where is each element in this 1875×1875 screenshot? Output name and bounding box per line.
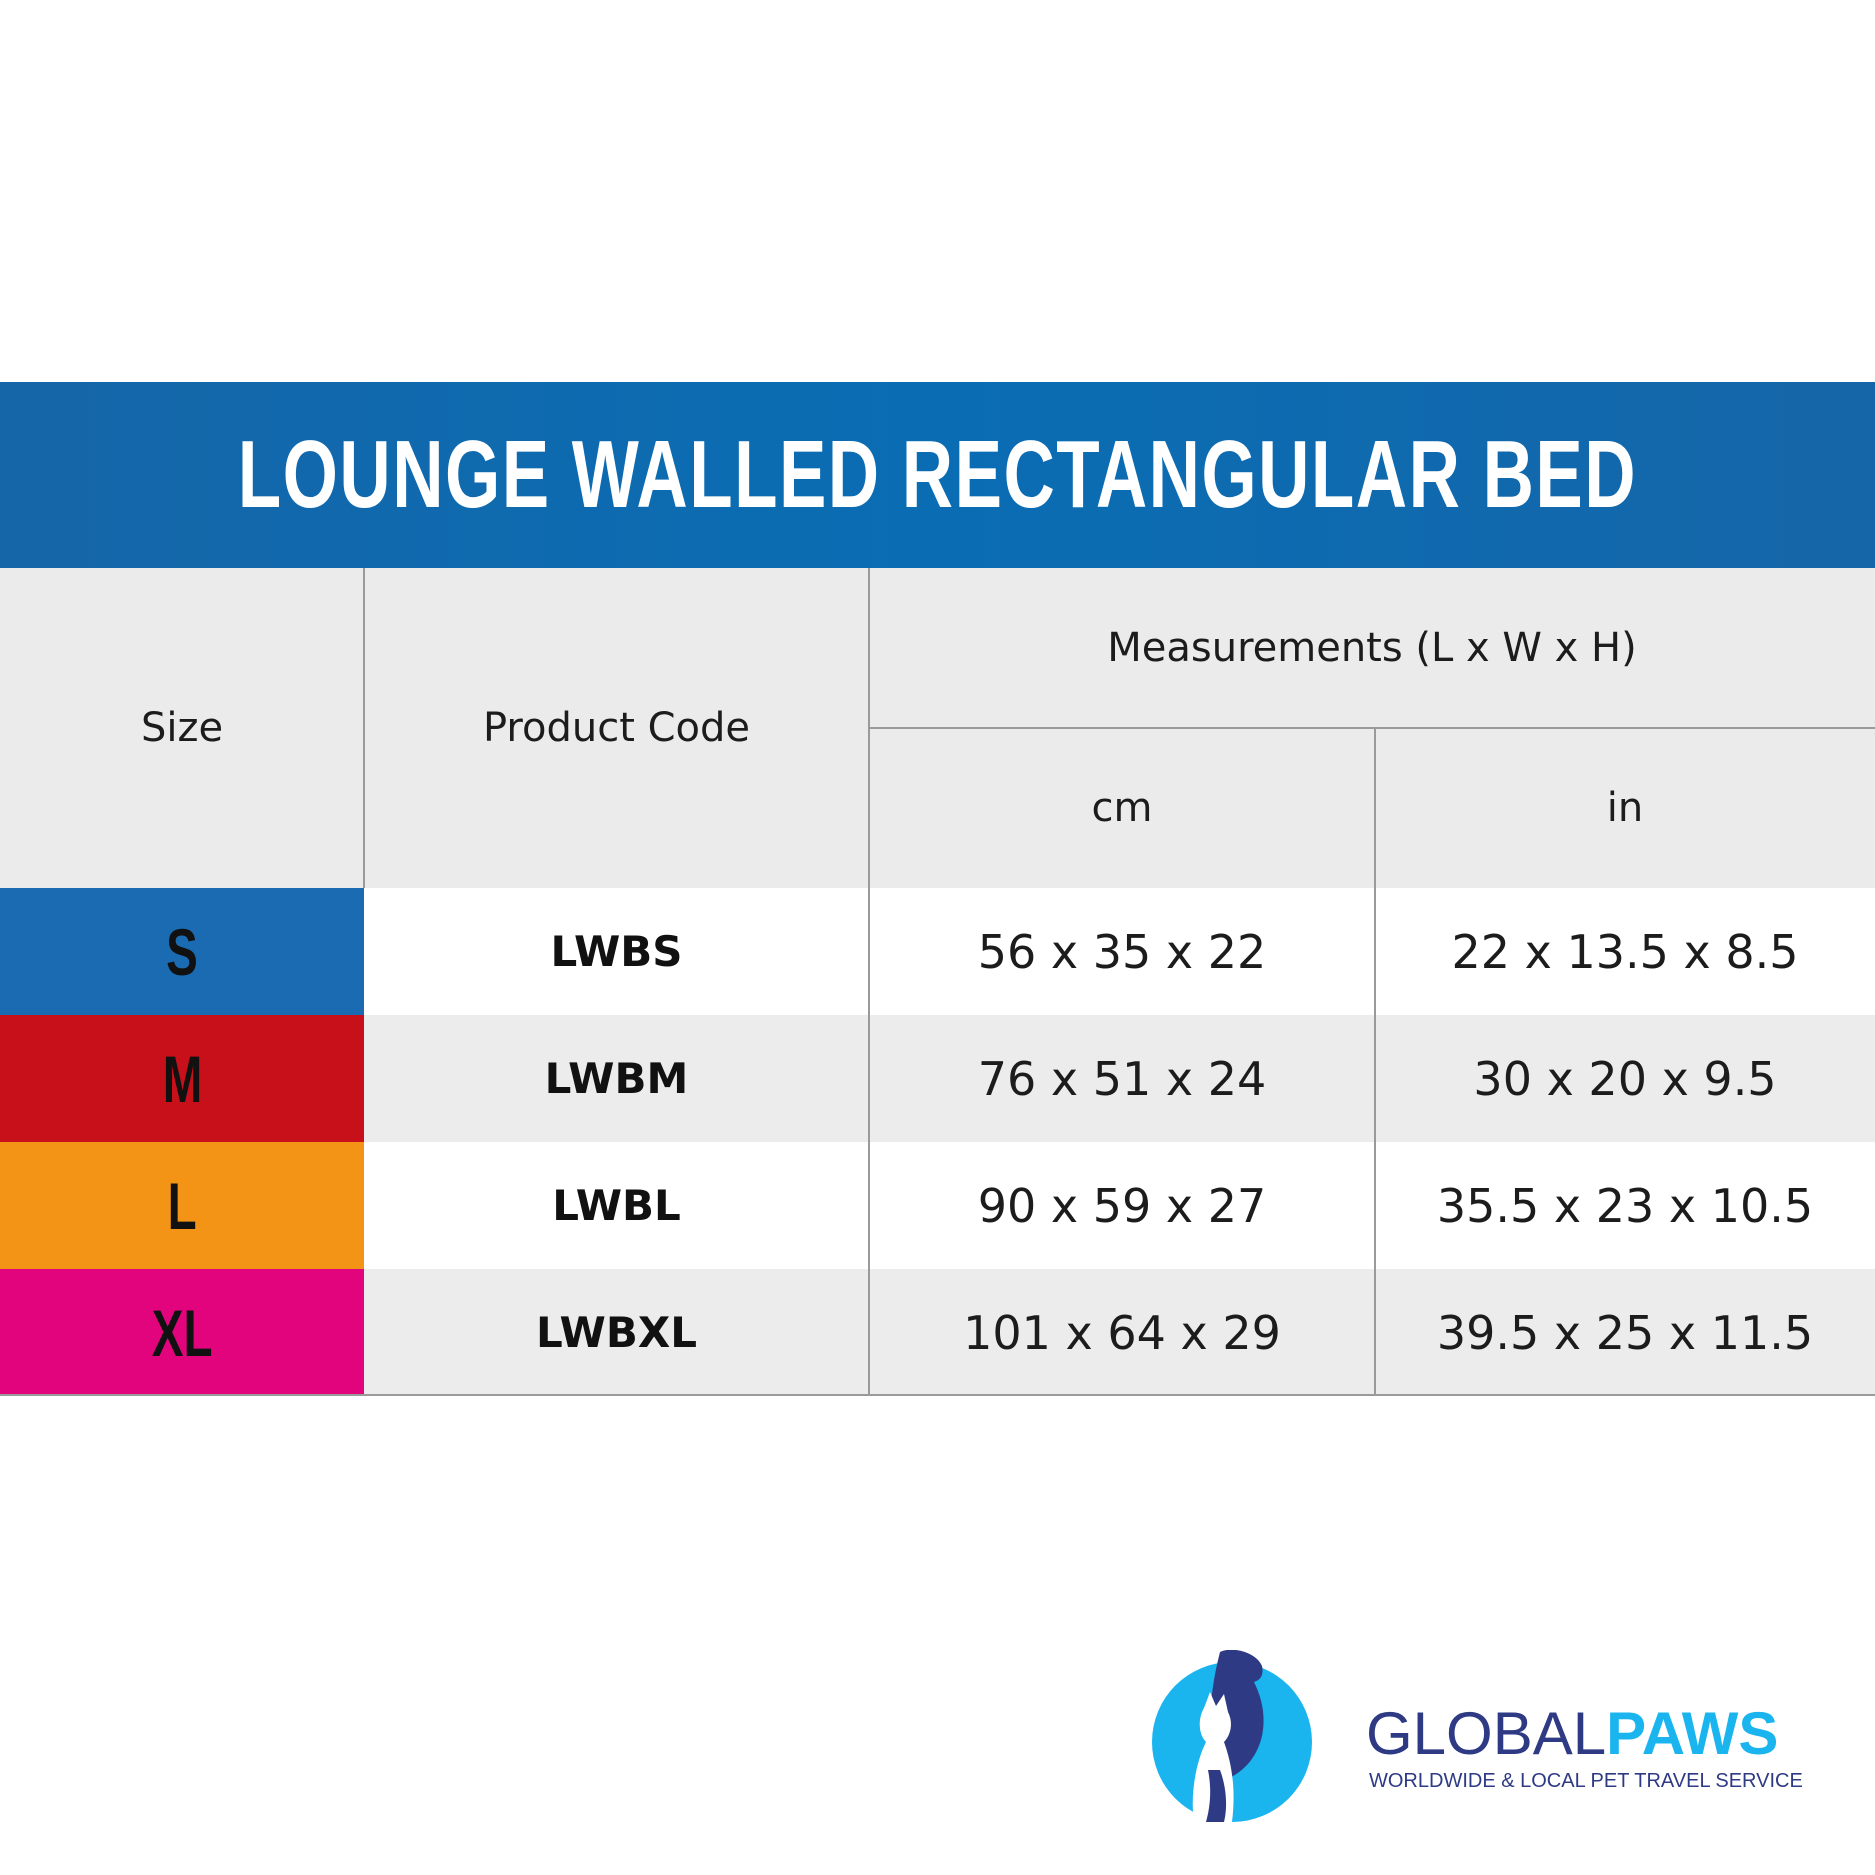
- product-code: LWBXL: [536, 1308, 697, 1357]
- measurement-in: 30 x 20 x 9.5: [1473, 1051, 1777, 1106]
- header-product-code: Product Code: [483, 705, 750, 751]
- table-row: [364, 1015, 1875, 1142]
- brand-name-global: GLOBAL: [1366, 1700, 1607, 1767]
- product-code: LWBL: [552, 1181, 681, 1230]
- product-code: LWBM: [544, 1054, 689, 1103]
- grid-line: [363, 568, 365, 888]
- measurement-in: 22 x 13.5 x 8.5: [1451, 924, 1799, 979]
- header-size: Size: [140, 705, 224, 751]
- page-title: LOUNGE WALLED RECTANGULAR BED: [237, 421, 1638, 528]
- product-code: LWBS: [550, 927, 683, 976]
- brand-name: GLOBALPAWS: [1366, 1704, 1778, 1764]
- grid-line: [868, 568, 870, 1396]
- measurement-cm: 56 x 35 x 22: [977, 924, 1267, 979]
- header-in: in: [1606, 785, 1644, 831]
- size-label: S: [166, 914, 198, 989]
- table-row: [364, 888, 1875, 1015]
- measurement-cm: 76 x 51 x 24: [977, 1051, 1267, 1106]
- brand-tagline: WORLDWIDE & LOCAL PET TRAVEL SERVICE: [1369, 1770, 1803, 1792]
- measurement-cm: 90 x 59 x 27: [977, 1178, 1267, 1233]
- grid-line: [1374, 728, 1376, 1396]
- size-chart-table: Size Product Code Measurements (L x W x …: [0, 568, 1875, 1396]
- title-banner: LOUNGE WALLED RECTANGULAR BED: [0, 382, 1875, 568]
- grid-line: [0, 1394, 1875, 1396]
- size-cell-s: S: [0, 888, 364, 1015]
- table-row: [364, 1269, 1875, 1396]
- header-cm: cm: [1091, 785, 1153, 831]
- size-cell-xl: XL: [0, 1269, 364, 1396]
- brand-name-paws: PAWS: [1606, 1700, 1779, 1767]
- size-label: M: [162, 1041, 202, 1116]
- size-label: L: [167, 1168, 197, 1243]
- grid-line: [869, 727, 1875, 729]
- header-measurements: Measurements (L x W x H): [1107, 625, 1637, 671]
- size-cell-m: M: [0, 1015, 364, 1142]
- pet-silhouette-icon: [1152, 1650, 1312, 1822]
- size-label: XL: [151, 1295, 213, 1370]
- size-cell-l: L: [0, 1142, 364, 1269]
- measurement-cm: 101 x 64 x 29: [963, 1305, 1281, 1360]
- measurement-in: 39.5 x 25 x 11.5: [1436, 1305, 1814, 1360]
- measurement-in: 35.5 x 23 x 10.5: [1436, 1178, 1814, 1233]
- globalpaws-logo: GLOBALPAWS WORLDWIDE & LOCAL PET TRAVEL …: [1150, 1650, 1870, 1825]
- table-row: [364, 1142, 1875, 1269]
